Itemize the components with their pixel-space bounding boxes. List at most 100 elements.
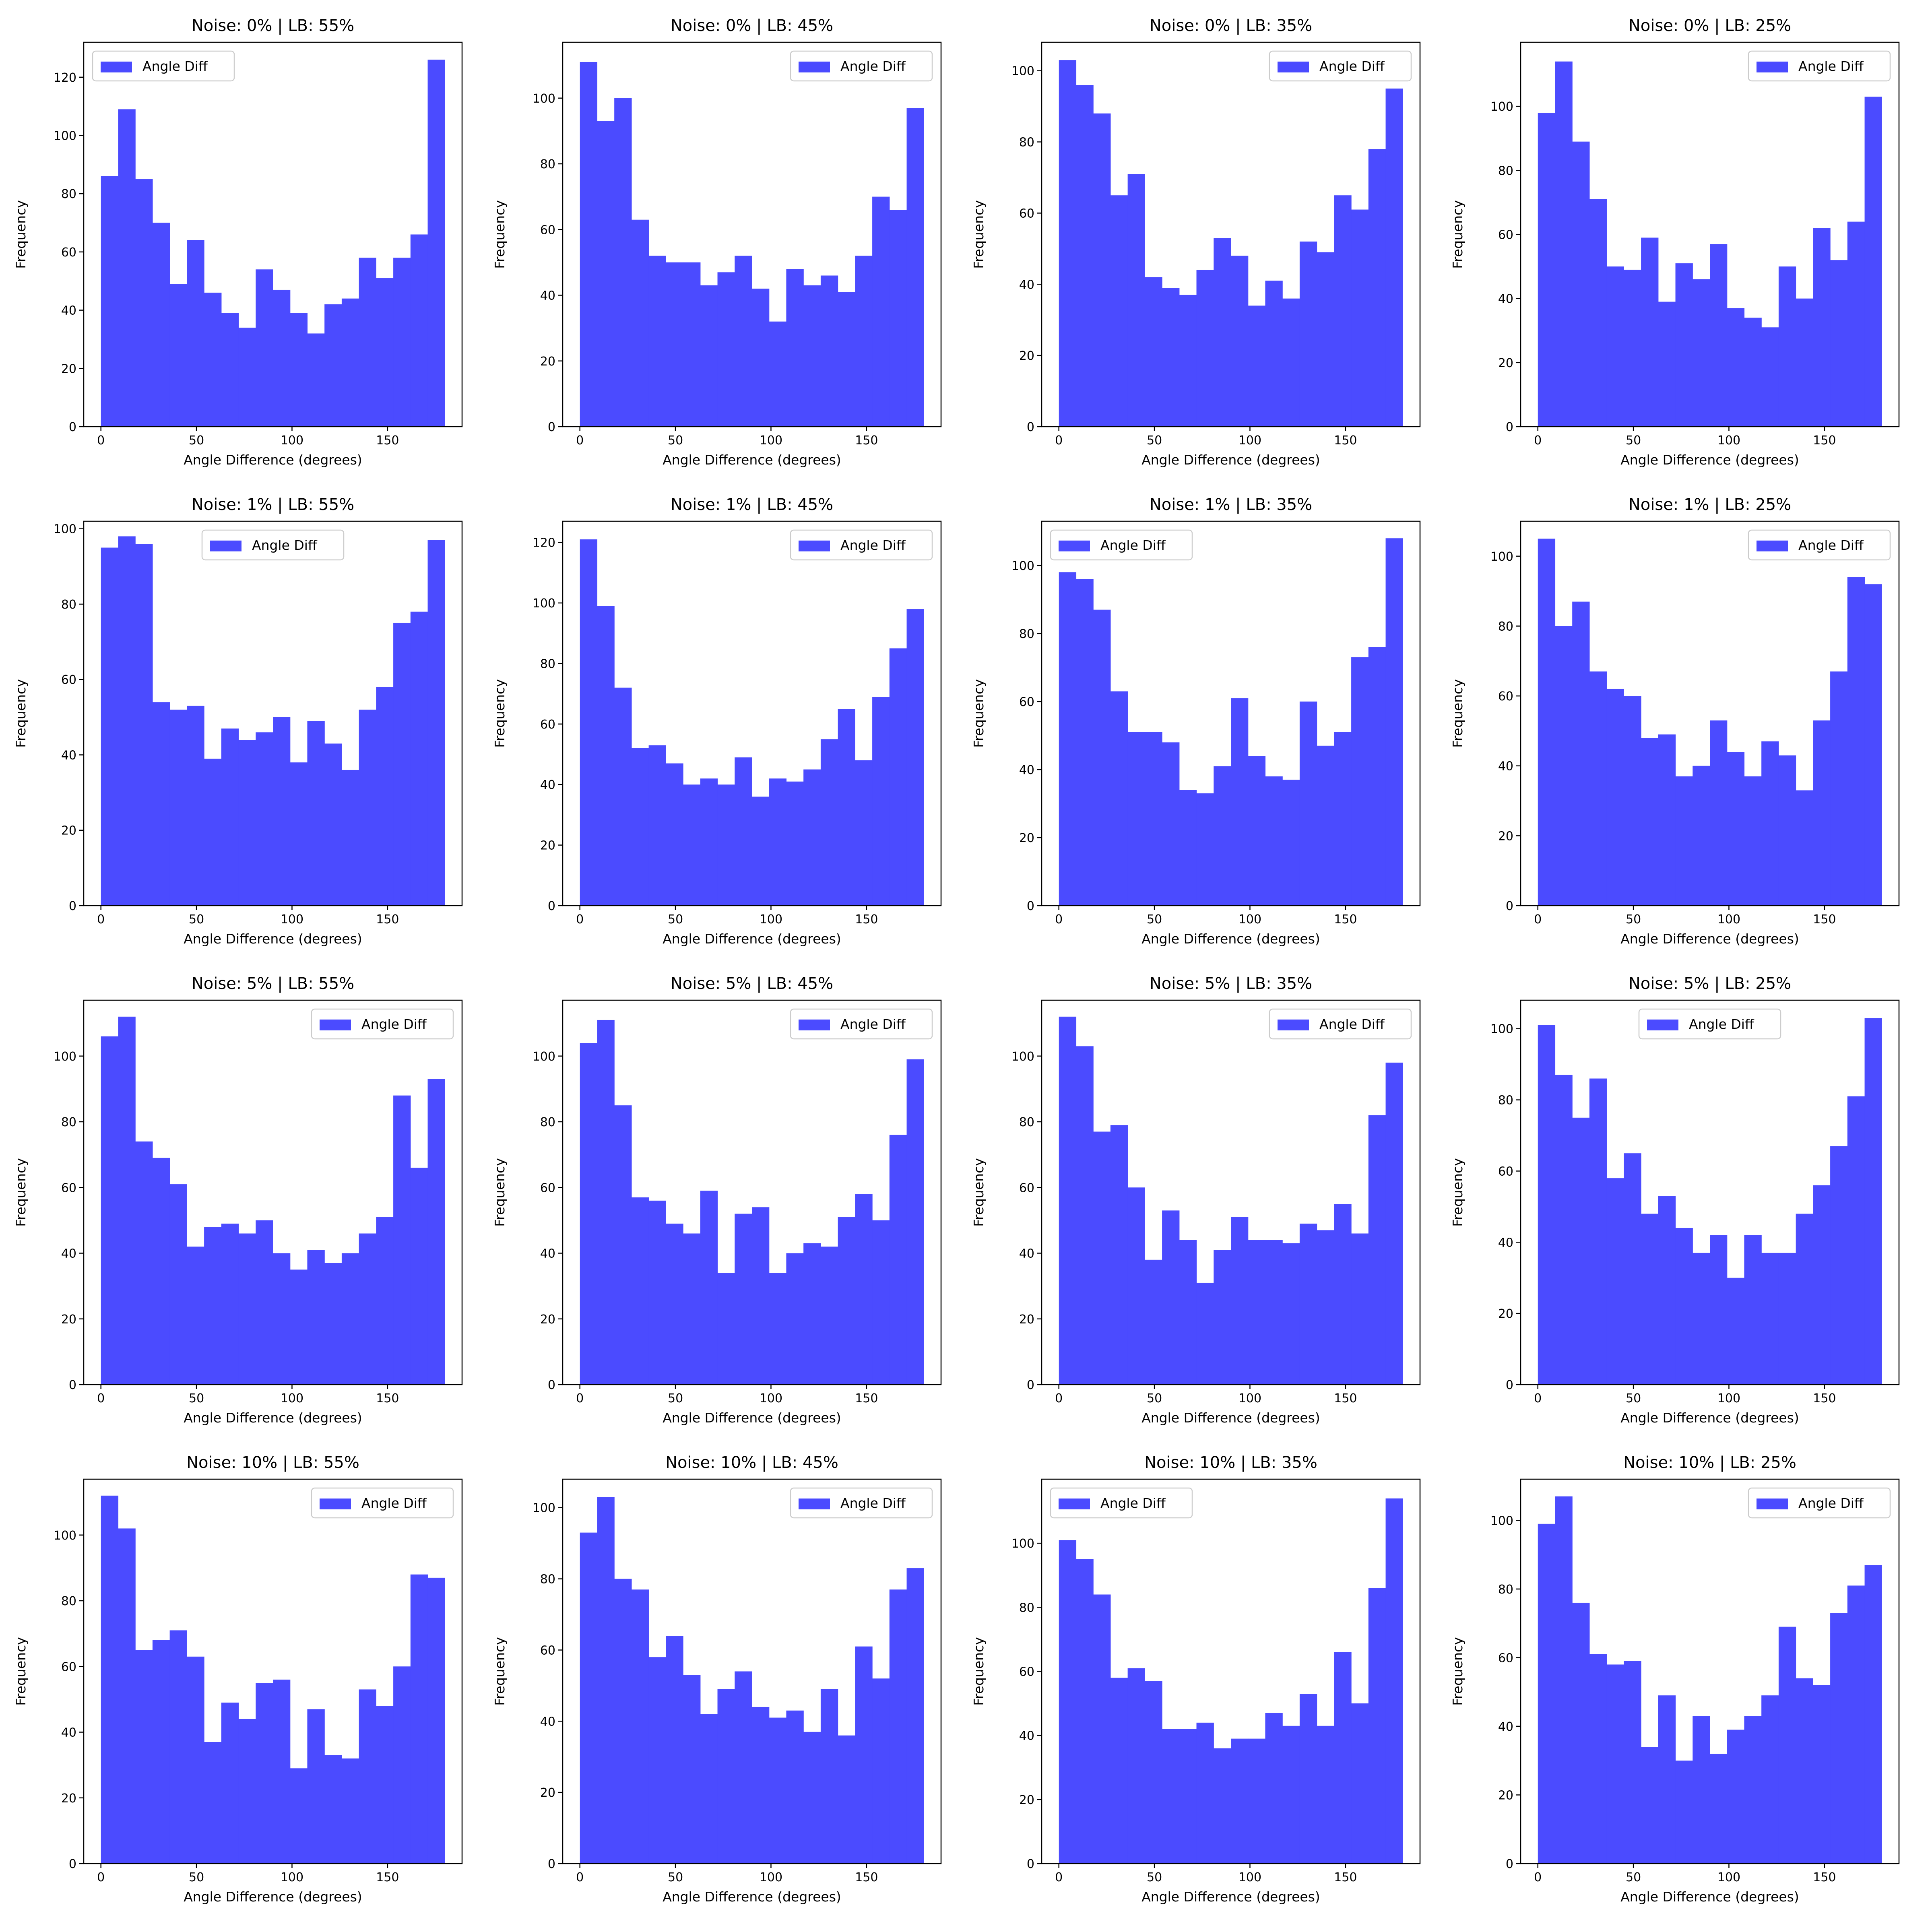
x-tick-label: 100 bbox=[1717, 912, 1740, 927]
y-tick-label: 40 bbox=[1498, 292, 1513, 306]
histogram-bar bbox=[1538, 113, 1556, 427]
histogram-bar bbox=[855, 256, 873, 427]
histogram-bar bbox=[906, 1568, 924, 1864]
histogram-bar bbox=[204, 293, 222, 427]
y-tick-label: 20 bbox=[1019, 831, 1034, 845]
histogram-bar bbox=[700, 778, 718, 906]
histogram-bar bbox=[700, 1714, 718, 1864]
histogram-bar bbox=[1796, 298, 1813, 427]
histogram-bar bbox=[1589, 1078, 1607, 1385]
histogram-bar bbox=[631, 1197, 649, 1385]
histogram-bar bbox=[427, 540, 445, 906]
histogram-bar bbox=[1658, 301, 1676, 427]
legend-swatch bbox=[1278, 62, 1309, 72]
legend: Angle Diff bbox=[1050, 529, 1193, 561]
histogram-bar bbox=[1145, 732, 1162, 906]
histogram-bar bbox=[614, 1105, 632, 1385]
histogram-bar bbox=[118, 536, 136, 906]
histogram-bar bbox=[1693, 1253, 1710, 1385]
y-tick-label: 80 bbox=[1498, 619, 1513, 634]
histogram-bar bbox=[135, 179, 153, 427]
y-tick-label: 100 bbox=[1490, 1514, 1513, 1528]
histogram-bar bbox=[1761, 1695, 1779, 1864]
y-tick-label: 100 bbox=[1011, 1050, 1034, 1064]
histogram-bar bbox=[735, 1214, 752, 1385]
histogram-bar bbox=[1555, 1075, 1573, 1385]
histogram-bar bbox=[376, 1706, 394, 1864]
histogram-bar bbox=[717, 1273, 735, 1385]
histogram-bar bbox=[666, 763, 683, 906]
y-tick-label: 40 bbox=[1498, 1720, 1513, 1734]
legend-label: Angle Diff bbox=[1100, 537, 1166, 553]
legend-swatch bbox=[1757, 541, 1788, 551]
x-tick-label: 100 bbox=[760, 1391, 782, 1406]
x-tick-label: 100 bbox=[1238, 1870, 1261, 1885]
histogram-bar bbox=[1538, 1523, 1556, 1864]
x-tick-label: 50 bbox=[1626, 912, 1641, 927]
legend-label: Angle Diff bbox=[1798, 1495, 1864, 1511]
histogram-bar bbox=[1606, 266, 1624, 427]
histogram-bar bbox=[803, 1243, 821, 1385]
histogram-bar bbox=[683, 1675, 701, 1864]
histogram-bar bbox=[1351, 1703, 1369, 1864]
legend-box bbox=[790, 1008, 933, 1040]
legend-label: Angle Diff bbox=[840, 1016, 906, 1032]
y-tick-label: 80 bbox=[61, 1115, 76, 1129]
axes-frame bbox=[1520, 520, 1900, 906]
axes-frame bbox=[83, 1478, 463, 1864]
axes-frame bbox=[562, 520, 942, 906]
histogram-bar bbox=[135, 1650, 153, 1864]
histogram-bar bbox=[1162, 742, 1180, 906]
histogram-bar bbox=[1606, 689, 1624, 906]
y-tick-label: 0 bbox=[1506, 1857, 1513, 1871]
histogram-bar bbox=[101, 547, 119, 906]
x-tick-label: 150 bbox=[1334, 433, 1357, 448]
histogram-bar bbox=[717, 272, 735, 427]
histogram-bar bbox=[1110, 691, 1128, 906]
histogram-bar bbox=[1727, 1730, 1745, 1864]
histogram-bar bbox=[1727, 1278, 1745, 1385]
x-tick-label: 100 bbox=[281, 433, 303, 448]
histogram-bar bbox=[1248, 305, 1266, 427]
y-tick-label: 80 bbox=[1498, 1583, 1513, 1597]
y-axis-label: Frequency bbox=[1450, 1637, 1466, 1705]
legend: Angle Diff bbox=[1269, 50, 1412, 82]
y-tick-label: 20 bbox=[1498, 1788, 1513, 1802]
histogram-bar bbox=[1127, 1187, 1145, 1385]
histogram-bar bbox=[1864, 584, 1882, 906]
x-tick-label: 150 bbox=[376, 1870, 399, 1885]
histogram-bar bbox=[614, 687, 632, 906]
histogram-bar bbox=[1761, 327, 1779, 427]
y-tick-label: 0 bbox=[1027, 1378, 1034, 1392]
histogram-bar bbox=[290, 1269, 308, 1385]
axes-frame bbox=[1520, 1478, 1900, 1864]
legend-label: Angle Diff bbox=[1689, 1016, 1754, 1032]
histogram-bar bbox=[1076, 1046, 1094, 1385]
histogram-bar bbox=[427, 60, 445, 427]
x-tick-label: 50 bbox=[1626, 433, 1641, 448]
x-tick-label: 150 bbox=[855, 1391, 878, 1406]
histogram-bar bbox=[135, 544, 153, 906]
histogram-bar bbox=[169, 710, 187, 906]
panel-title: Noise: 1% | LB: 55% bbox=[192, 495, 354, 514]
y-tick-label: 100 bbox=[54, 129, 76, 143]
axes-frame bbox=[562, 41, 942, 427]
histogram-bar bbox=[1675, 776, 1693, 906]
y-tick-label: 80 bbox=[1019, 136, 1034, 150]
x-tick-label: 150 bbox=[1813, 433, 1836, 448]
y-tick-label: 0 bbox=[1027, 1857, 1034, 1871]
y-tick-label: 20 bbox=[1019, 349, 1034, 363]
y-tick-label: 80 bbox=[1498, 1094, 1513, 1108]
x-tick-label: 100 bbox=[1238, 912, 1261, 927]
histogram-bar bbox=[1555, 1496, 1573, 1864]
histogram-bar bbox=[855, 1194, 873, 1385]
histogram-bar bbox=[1744, 1716, 1762, 1864]
histogram-bar bbox=[1368, 1115, 1386, 1385]
legend: Angle Diff bbox=[1748, 529, 1891, 561]
y-tick-label: 100 bbox=[54, 1050, 76, 1064]
x-tick-label: 150 bbox=[1334, 1391, 1357, 1406]
y-tick-label: 100 bbox=[1490, 100, 1513, 114]
panel-title: Noise: 1% | LB: 35% bbox=[1150, 495, 1312, 514]
histogram-bar bbox=[1214, 238, 1231, 427]
y-tick-label: 60 bbox=[1498, 1651, 1513, 1665]
